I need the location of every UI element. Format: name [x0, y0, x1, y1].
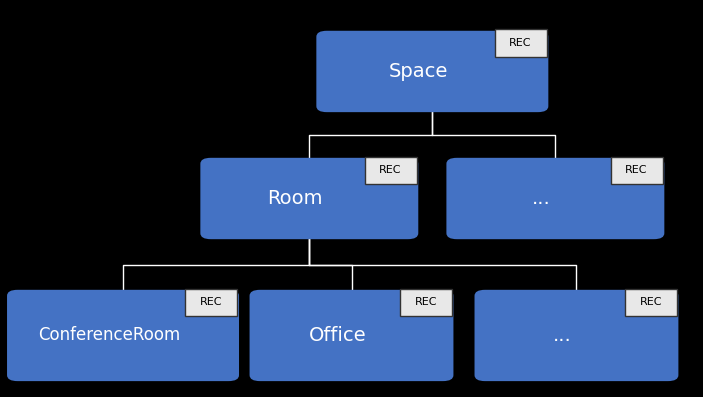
FancyBboxPatch shape [625, 289, 676, 316]
Text: REC: REC [414, 297, 437, 307]
Text: REC: REC [200, 297, 223, 307]
Text: Space: Space [389, 62, 448, 81]
Text: ConferenceRoom: ConferenceRoom [38, 326, 180, 345]
FancyBboxPatch shape [611, 156, 663, 184]
FancyBboxPatch shape [7, 290, 239, 381]
FancyBboxPatch shape [185, 289, 238, 316]
Text: REC: REC [509, 38, 532, 48]
Text: Room: Room [268, 189, 323, 208]
Text: ...: ... [532, 189, 550, 208]
FancyBboxPatch shape [250, 290, 453, 381]
FancyBboxPatch shape [316, 31, 548, 112]
Text: REC: REC [379, 165, 402, 175]
FancyBboxPatch shape [399, 289, 452, 316]
Text: REC: REC [625, 165, 648, 175]
FancyBboxPatch shape [475, 290, 678, 381]
Text: Office: Office [309, 326, 366, 345]
Text: REC: REC [639, 297, 662, 307]
Text: ...: ... [553, 326, 572, 345]
FancyBboxPatch shape [365, 156, 416, 184]
FancyBboxPatch shape [494, 29, 546, 57]
FancyBboxPatch shape [200, 158, 418, 239]
FancyBboxPatch shape [446, 158, 664, 239]
